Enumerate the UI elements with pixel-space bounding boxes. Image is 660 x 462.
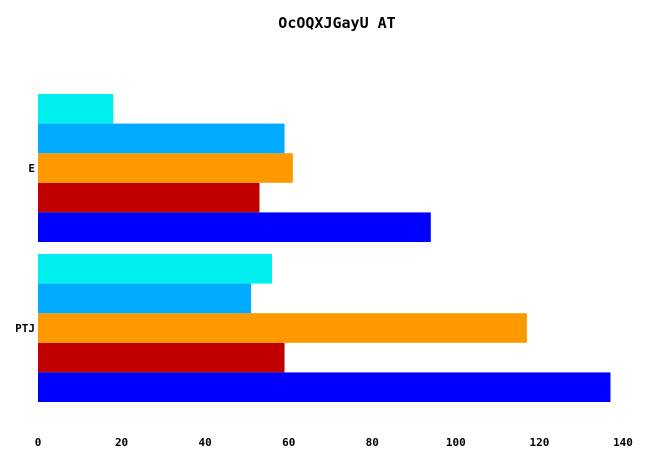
bar-ptj-series-4: [38, 283, 252, 314]
bar-ptj-series-2: [38, 342, 285, 373]
x-tick-label: 60: [282, 436, 295, 449]
bar-ptj-series-5: [38, 254, 272, 284]
bar-ptj-series-1: [38, 372, 611, 402]
bar-ptj-series-3: [38, 313, 527, 343]
bars-group: [38, 94, 611, 402]
bar-e-series-2: [38, 182, 260, 213]
chart-title: OcOQXJGayU AT: [278, 14, 395, 32]
y-tick-label: PTJ: [15, 322, 35, 335]
x-tick-label: 0: [35, 436, 42, 449]
x-tick-label: 100: [446, 436, 466, 449]
bar-e-series-1: [38, 212, 431, 242]
x-axis-ticks: 0 20 40 60 80 100 120 140: [35, 436, 633, 449]
y-axis-ticks: PTJ E: [15, 162, 35, 335]
bar-e-series-5: [38, 94, 114, 124]
bar-e-series-3: [38, 153, 293, 183]
x-tick-label: 80: [366, 436, 379, 449]
x-tick-label: 120: [529, 436, 549, 449]
x-tick-label: 140: [613, 436, 633, 449]
x-tick-label: 20: [115, 436, 128, 449]
y-tick-label: E: [28, 162, 35, 175]
bar-e-series-4: [38, 123, 285, 154]
x-tick-label: 40: [199, 436, 212, 449]
